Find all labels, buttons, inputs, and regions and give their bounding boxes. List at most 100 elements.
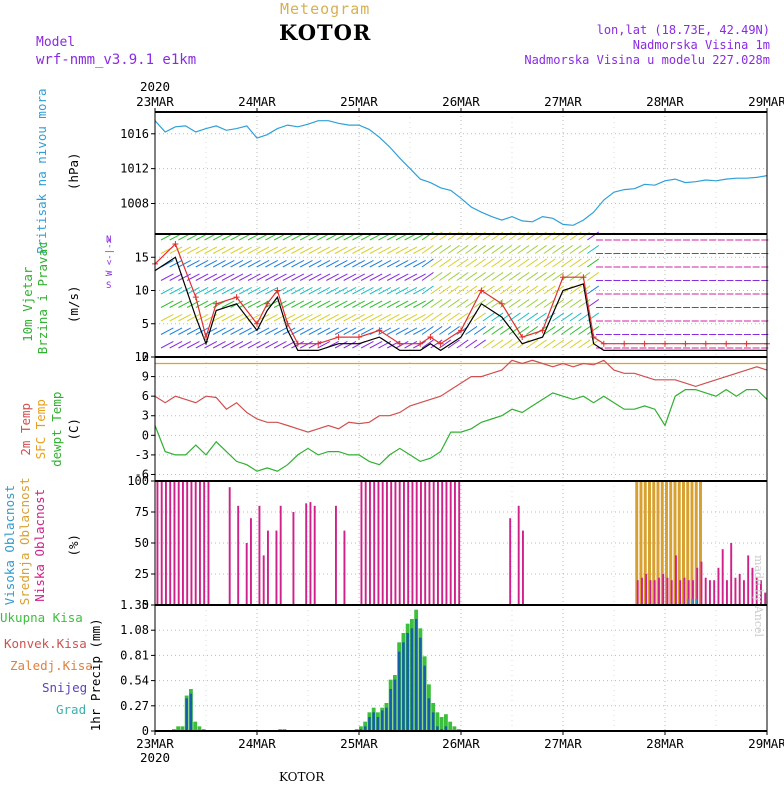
wind-barb	[430, 285, 443, 295]
wind-gust-line	[154, 242, 767, 345]
wind-barb	[587, 339, 600, 349]
wind-barb	[230, 273, 244, 281]
wind-barb	[326, 300, 339, 308]
wind-barb	[221, 313, 235, 322]
total-precip-bar	[176, 726, 181, 731]
wind-barb	[352, 327, 365, 335]
wind-barb	[473, 272, 486, 281]
wind-barb	[421, 326, 434, 335]
wind-barb	[178, 300, 191, 308]
wind-gust-marker	[427, 334, 434, 341]
wind-barb	[456, 299, 469, 308]
wind-barb	[360, 327, 374, 335]
wind-barb	[421, 285, 434, 295]
panel-frame	[154, 356, 768, 482]
wind-barb	[560, 339, 573, 349]
total-precip-bar	[435, 712, 440, 731]
low-cloud-bar	[275, 530, 278, 605]
wind-barb	[299, 300, 313, 308]
low-cloud-bar	[521, 530, 524, 605]
low-cloud-bar	[700, 561, 703, 605]
wind-barb	[334, 300, 348, 308]
wind-barb	[578, 272, 591, 281]
wind-gust-marker	[682, 340, 689, 347]
wind-barb	[326, 246, 339, 254]
low-cloud-bar	[449, 481, 452, 605]
top-day-label: 25MAR	[340, 94, 378, 109]
wind-barb	[282, 300, 296, 308]
wind-barb	[587, 258, 600, 268]
low-cloud-bar	[734, 577, 737, 605]
high-cloud-bar	[695, 598, 698, 605]
wind-barb	[308, 300, 322, 308]
wind-barb	[178, 286, 191, 295]
wind-barb	[369, 273, 383, 281]
wind-barb	[239, 259, 252, 268]
total-precip-bar	[193, 721, 198, 731]
wind-barb	[578, 326, 591, 335]
temp-axis-tick-label: 0	[142, 428, 149, 442]
wind-barb	[256, 273, 270, 281]
low-cloud-bar	[653, 580, 656, 605]
wind-barb	[160, 286, 174, 295]
wind-barb	[195, 259, 209, 268]
wind-barb	[587, 299, 600, 308]
wind-gust-marker	[213, 300, 220, 307]
mid-cloud-bar	[639, 481, 643, 605]
low-cloud-bar	[309, 502, 312, 605]
wind-barb	[221, 259, 235, 268]
compass-south: S	[106, 281, 111, 291]
wind-barb	[291, 327, 305, 335]
wind-barb	[421, 258, 434, 268]
low-cloud-bar	[759, 580, 762, 605]
model-version: wrf-nmm_v3.9.1 e1km	[36, 52, 197, 68]
pressure-line	[154, 120, 768, 226]
wind-barb	[491, 245, 504, 254]
wind-barb	[526, 339, 539, 349]
wind-barb	[160, 340, 174, 349]
low-cloud-bar	[453, 481, 456, 605]
wind-barb	[352, 313, 365, 322]
wind-barb	[299, 340, 313, 349]
wind-barb	[421, 245, 434, 254]
low-cloud-bar	[364, 481, 367, 605]
wind-barb	[447, 258, 460, 268]
wind-barb	[430, 258, 443, 268]
conv-precip-bar	[380, 710, 384, 731]
mid-cloud-bar	[665, 481, 668, 605]
wind-barb	[378, 286, 392, 295]
wind-barb	[317, 300, 331, 308]
wind-barb	[317, 259, 331, 268]
wind-gust-marker	[702, 340, 709, 347]
wind-barb	[578, 299, 591, 308]
wind-barb	[195, 327, 209, 335]
wind-barb	[178, 313, 191, 322]
wind-barb	[317, 273, 331, 281]
wind-gust-marker	[254, 320, 260, 327]
wind-barb	[482, 272, 495, 281]
wind-barb	[439, 299, 452, 308]
wind-barb	[395, 246, 409, 254]
wind-gust-marker	[356, 334, 362, 341]
low-cloud-bar	[742, 580, 745, 605]
wind-barb	[273, 259, 287, 268]
mid-cloud-bar	[699, 481, 702, 605]
wind-barb	[491, 312, 504, 322]
precip-axis-tick-label: 0	[142, 724, 149, 738]
wind-barb	[587, 285, 600, 295]
wind-barb	[395, 300, 409, 308]
wind-axis-tick-label: 15	[135, 250, 149, 264]
wind-barb	[169, 313, 183, 322]
low-cloud-bar	[228, 487, 231, 605]
wind-barb	[343, 246, 357, 254]
compass-north: N	[106, 235, 111, 245]
wind-barb	[186, 340, 200, 349]
wind-barb	[517, 258, 530, 268]
low-cloud-bar	[190, 481, 193, 605]
wind-barb	[482, 245, 495, 254]
wind-barb	[178, 340, 191, 349]
wind-barb	[160, 327, 174, 335]
wind-barb	[212, 313, 226, 322]
wind-barb	[352, 300, 365, 308]
wind-barb	[291, 273, 305, 281]
